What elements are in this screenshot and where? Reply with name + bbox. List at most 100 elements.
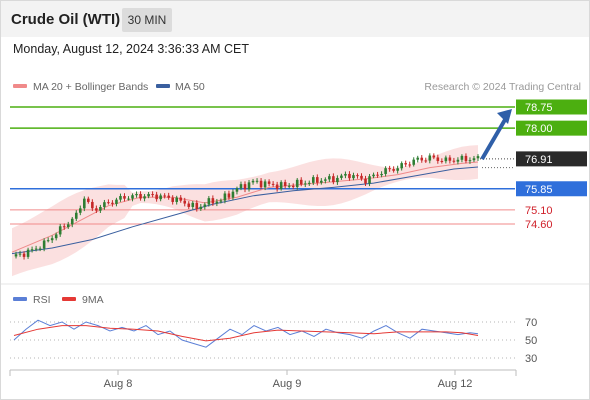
candle-body (167, 195, 170, 198)
candle-body (195, 202, 199, 209)
candle-body (320, 180, 323, 183)
x-tick-label: Aug 12 (438, 378, 473, 390)
forecast-arrow-head (497, 109, 512, 124)
candle-body (368, 176, 371, 184)
candle-body (30, 249, 34, 251)
candle-body (111, 202, 114, 204)
candle-body (239, 184, 243, 189)
candle-body (336, 177, 339, 183)
candle-body (211, 198, 215, 204)
candle-body (271, 183, 275, 185)
candle-body (275, 184, 279, 189)
candle-body (191, 202, 195, 207)
candle-body (388, 168, 391, 170)
candle-body (22, 253, 26, 257)
candle-body (436, 157, 440, 162)
candle-body (352, 175, 355, 179)
candle-body (203, 204, 207, 207)
candle-body (34, 248, 38, 250)
candle-body (179, 197, 183, 201)
candle-body (26, 249, 30, 257)
candle-body (187, 203, 191, 207)
candle-body (460, 155, 464, 160)
candle-body (171, 197, 174, 202)
candle-body (295, 179, 299, 188)
candle-body (384, 168, 387, 174)
candle-body (307, 182, 311, 184)
candle-body (163, 195, 166, 197)
candle-body (448, 157, 452, 161)
rsi-line (13, 319, 479, 348)
candle-body (404, 163, 407, 165)
rsi-tick-70: 70 (525, 317, 537, 329)
level-label-78.75: 78.75 (525, 102, 553, 114)
legend-9ma-swatch (62, 297, 76, 301)
level-tag-75.85 (516, 181, 587, 197)
candle-body (283, 182, 287, 187)
candle-body (235, 188, 239, 192)
candle-body (42, 240, 46, 249)
timestamp: Monday, August 12, 2024 3:36:33 AM CET (13, 42, 250, 56)
candle-body (62, 226, 66, 228)
candle-body (183, 200, 187, 204)
candle-body (311, 177, 315, 183)
timeframe-badge[interactable]: 30 MIN (122, 8, 172, 32)
instrument-title: Crude Oil (WTI) (11, 11, 121, 28)
legend-ma50-swatch (156, 84, 170, 88)
credit-text: Research © 2024 Trading Central (424, 81, 581, 93)
legend-ma20-swatch (13, 84, 27, 88)
candle-body (99, 206, 102, 211)
candle-body (127, 198, 130, 200)
candle-body (223, 193, 227, 201)
candle-body (291, 185, 295, 188)
rsi-tick-50: 50 (525, 335, 537, 347)
candle-body (267, 181, 271, 184)
candle-body (147, 194, 150, 197)
candle-body (83, 198, 86, 209)
candle-body (199, 206, 203, 209)
candle-body (74, 212, 78, 219)
candle-body (344, 173, 347, 176)
candle-body (151, 194, 154, 196)
candle-body (70, 218, 74, 225)
candle-body (231, 191, 235, 198)
candle-body (340, 175, 343, 178)
candle-body (87, 198, 90, 202)
legend-rsi-swatch (13, 297, 27, 301)
candle-body (324, 179, 327, 181)
x-tick-label: Aug 8 (104, 378, 133, 390)
candle-body (464, 155, 468, 162)
candle-body (380, 173, 383, 176)
level-tag-78.75 (516, 99, 587, 115)
candle-body (107, 202, 110, 204)
candle-body (372, 174, 375, 177)
level-label-78.00: 78.00 (525, 123, 553, 135)
candle-body (143, 196, 146, 199)
candle-body (219, 200, 223, 202)
candle-body (348, 173, 351, 179)
last-price-label: 76.91 (525, 154, 553, 166)
rsi-tick-30: 30 (525, 353, 537, 365)
candle-body (279, 182, 283, 189)
candle-body (408, 164, 412, 166)
level-label-74.60: 74.60 (525, 219, 553, 231)
candle-body (123, 196, 126, 199)
candle-body (444, 157, 448, 162)
candle-body (364, 178, 367, 184)
candle-body (115, 199, 118, 204)
legend-ma20-label: MA 20 + Bollinger Bands (33, 81, 148, 93)
candle-body (207, 198, 211, 205)
candle-body (376, 174, 379, 176)
legend-ma50-label: MA 50 (175, 81, 205, 93)
legend-rsi-label: RSI (33, 294, 51, 306)
candle-body (468, 160, 472, 162)
ma50-line (11, 166, 479, 255)
candle-body (360, 175, 363, 179)
candle-body (316, 177, 319, 183)
candle-body (131, 195, 134, 199)
candle-body (58, 226, 62, 235)
level-label-75.10: 75.10 (525, 205, 553, 217)
candle-body (255, 180, 259, 182)
candle-body (103, 202, 106, 207)
